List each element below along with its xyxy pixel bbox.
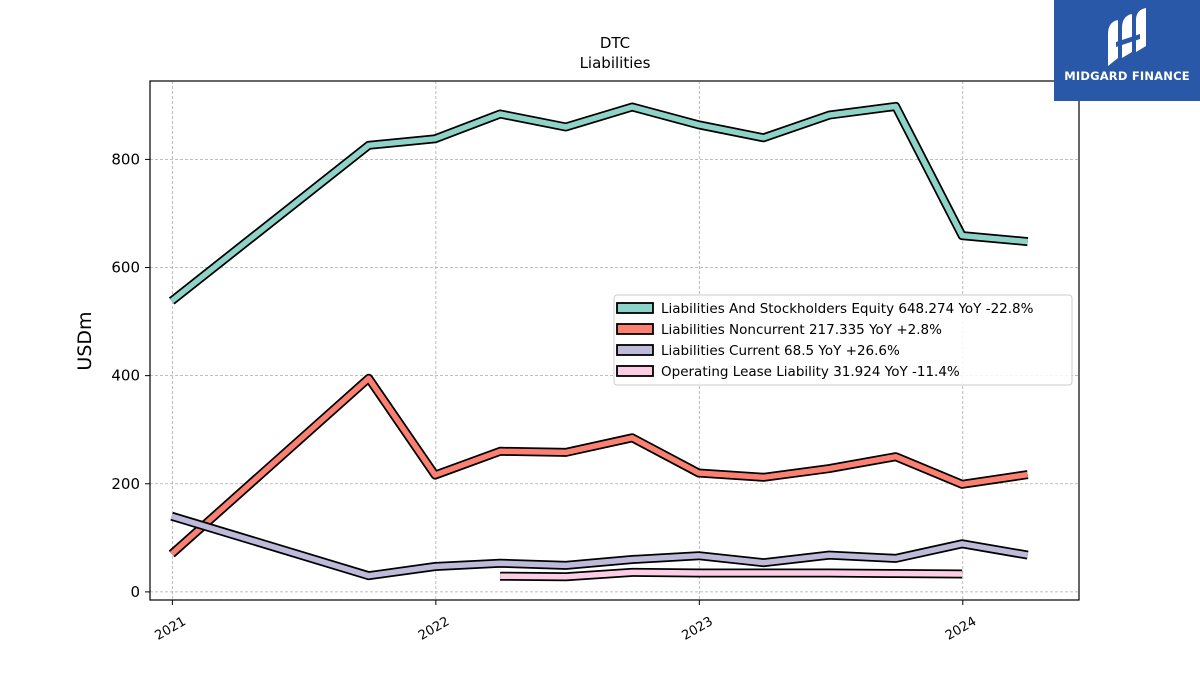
chart-title: DTC: [600, 34, 630, 52]
series-line-liabilities-current: [170, 513, 1029, 579]
x-tick-label: 2024: [943, 614, 979, 644]
x-tick-label: 2021: [153, 614, 189, 644]
x-tick-label: 2022: [416, 614, 452, 644]
brand-name: MIDGARD FINANCE: [1064, 69, 1190, 83]
y-axis-label: USDm: [74, 311, 96, 370]
x-tick-label: 2023: [679, 614, 715, 644]
series-outline-liabilities-noncurrent: [168, 373, 1029, 558]
legend: Liabilities And Stockholders Equity 648.…: [613, 294, 1073, 386]
series-outline-liabilities-current: [170, 511, 1029, 581]
y-tick-label: 600: [111, 259, 140, 277]
y-tick-label: 400: [111, 367, 140, 385]
legend-label: Liabilities Current 68.5 YoY +26.6%: [661, 343, 900, 359]
series-line-liabilities-noncurrent: [169, 375, 1029, 557]
grid-lines: [150, 81, 1079, 600]
legend-label: Liabilities And Stockholders Equity 648.…: [661, 301, 1034, 317]
x-axis: 2021 2022 2023 2024: [153, 600, 979, 644]
chart-subtitle: Liabilities: [580, 54, 651, 72]
legend-swatch: [616, 365, 654, 377]
logo-mark-icon: [1108, 8, 1146, 66]
legend-box: [613, 294, 1073, 386]
y-tick-label: 800: [111, 150, 140, 168]
series-line-liabilities-and-stockholders-equity: [169, 103, 1028, 304]
series-layer: [168, 101, 1029, 582]
y-axis: 0 200 400 600 800: [111, 150, 150, 601]
brand-logo: MIDGARD FINANCE: [1054, 0, 1200, 101]
y-tick-label: 0: [130, 583, 140, 601]
legend-label: Operating Lease Liability 31.924 YoY -11…: [661, 364, 960, 380]
y-tick-label: 200: [111, 475, 140, 493]
legend-swatch: [616, 302, 654, 314]
plot-frame: [149, 80, 1080, 601]
legend-swatch: [616, 323, 654, 335]
legend-swatch: [616, 344, 654, 356]
series-outline-liabilities-and-stockholders-equity: [168, 101, 1029, 305]
series-line-operating-lease-liability: [500, 569, 963, 580]
legend-label: Liabilities Noncurrent 217.335 YoY +2.8%: [661, 322, 942, 338]
